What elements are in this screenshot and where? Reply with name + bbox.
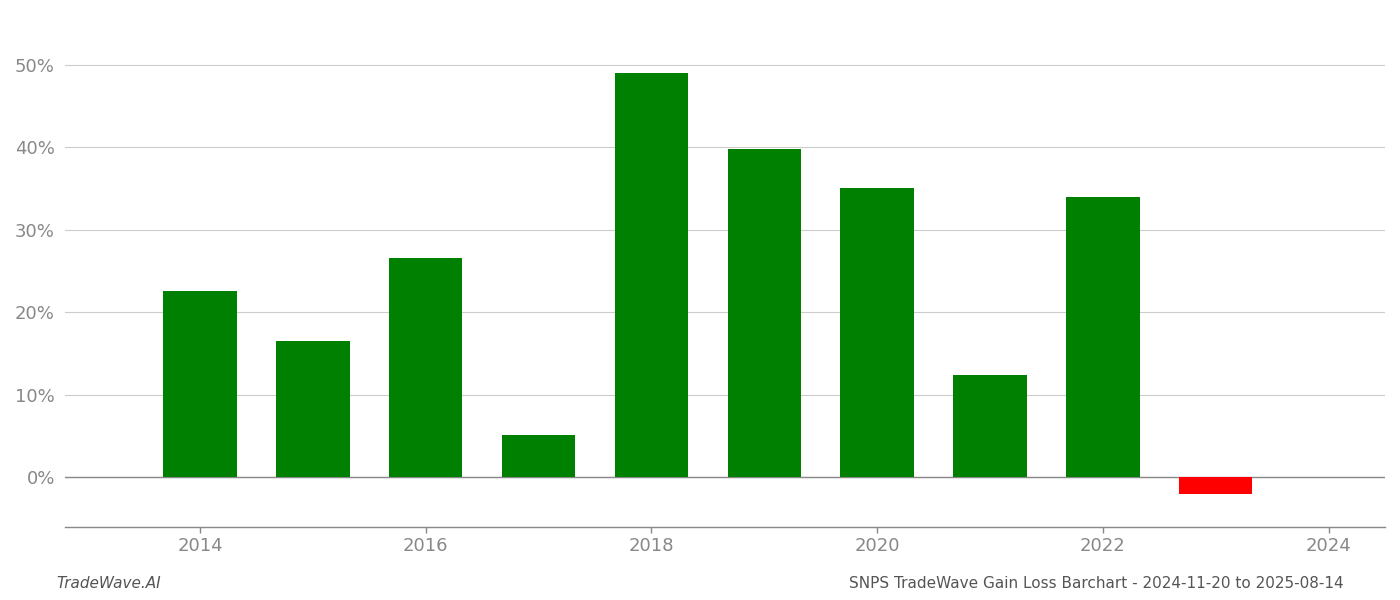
Bar [164,292,237,477]
Bar [840,188,914,477]
Bar [615,73,689,477]
Bar [1179,477,1253,494]
Bar [1067,197,1140,477]
Text: TradeWave.AI: TradeWave.AI [56,576,161,591]
Bar [953,375,1026,477]
Bar [503,435,575,477]
Bar [276,341,350,477]
Bar [389,259,462,477]
Text: SNPS TradeWave Gain Loss Barchart - 2024-11-20 to 2025-08-14: SNPS TradeWave Gain Loss Barchart - 2024… [850,576,1344,591]
Bar [728,149,801,477]
